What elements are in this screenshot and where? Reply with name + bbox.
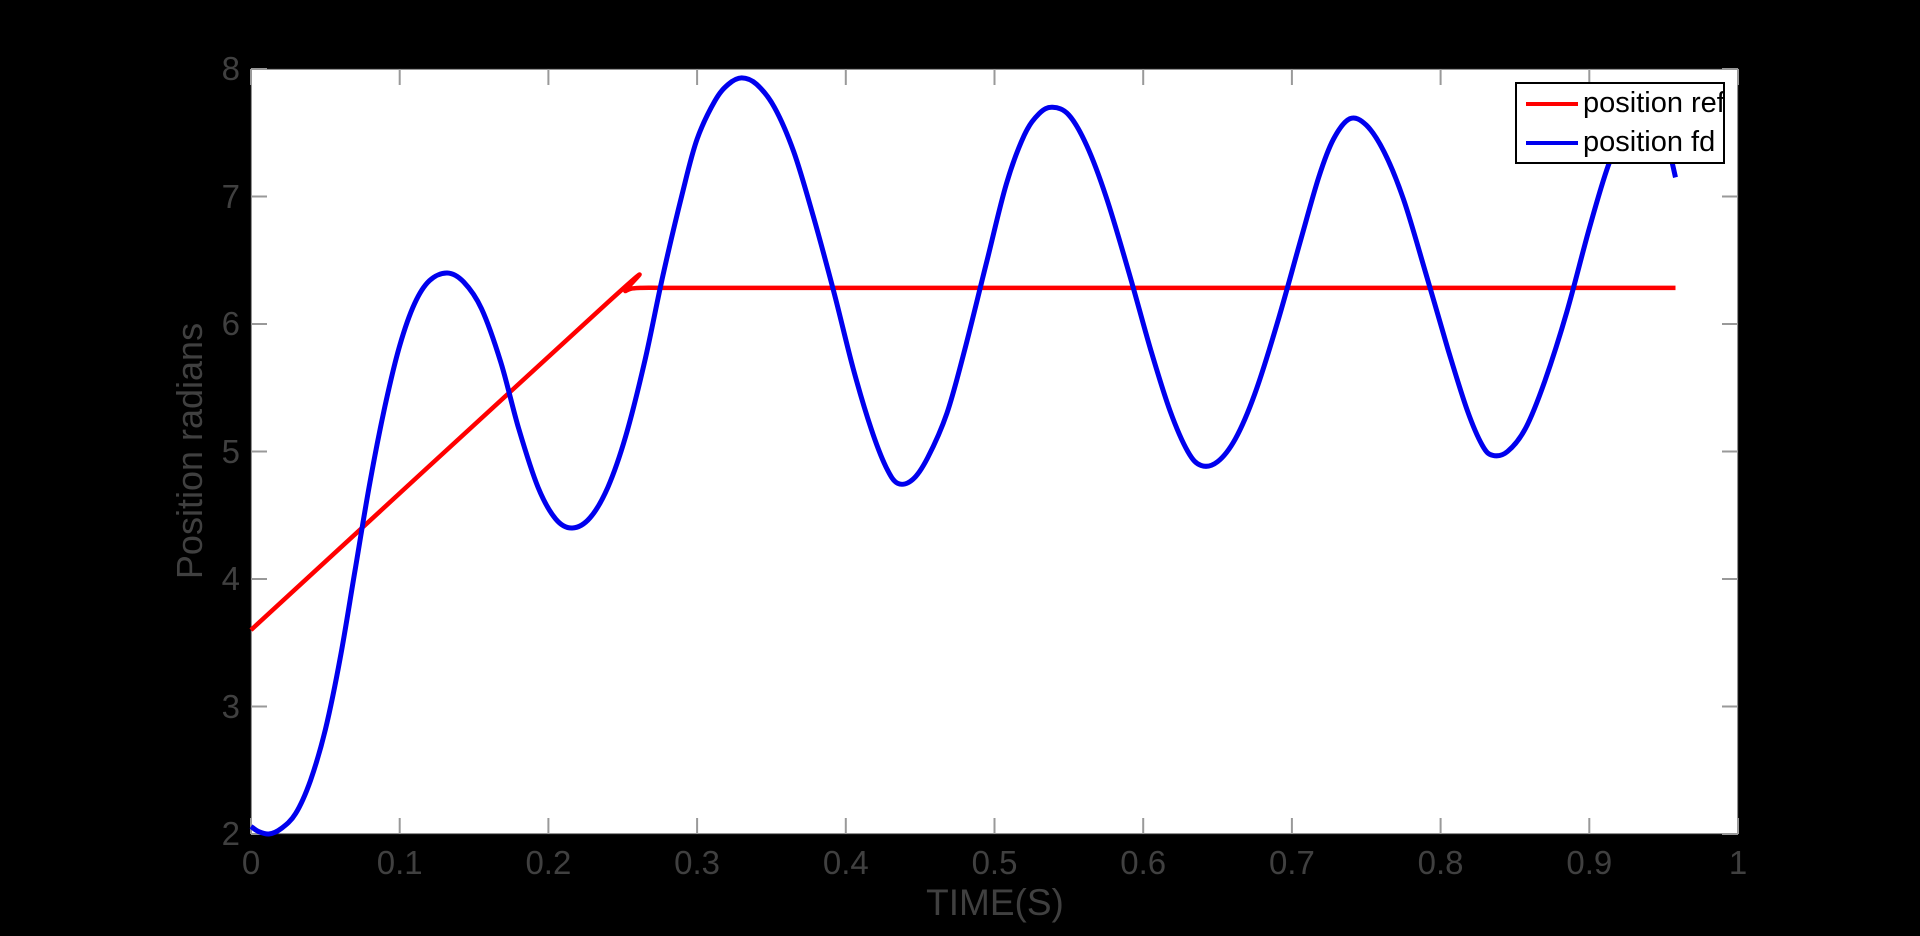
legend-entry: position ref: [1517, 84, 1725, 123]
y-tick-label: 3: [221, 687, 240, 725]
y-tick-label: 6: [221, 305, 240, 342]
x-tick-label: 0.8: [1417, 844, 1464, 881]
x-axis-label: TIME(S): [926, 882, 1064, 923]
y-tick-label: 4: [221, 560, 240, 597]
x-tick-label: 0.3: [674, 844, 721, 881]
x-tick-label: 0.1: [376, 844, 423, 881]
x-tick-label: 0.5: [971, 844, 1018, 881]
legend: position ref position fd: [1515, 82, 1725, 164]
x-tick-label: 0.9: [1566, 844, 1613, 881]
legend-label: position fd: [1583, 126, 1716, 158]
x-tick-label: 0.2: [525, 844, 572, 881]
y-tick-label: 5: [221, 432, 240, 470]
x-tick-label: 0: [241, 844, 261, 881]
y-tick-label: 8: [221, 50, 240, 87]
legend-entry: position fd: [1517, 123, 1723, 162]
x-tick-label: 0.6: [1120, 844, 1167, 881]
y-axis-label: Position radians: [169, 322, 210, 580]
legend-line-position-ref-icon: [1526, 101, 1578, 106]
y-tick-label: 7: [221, 177, 240, 215]
legend-line-position-fd-icon: [1526, 140, 1578, 145]
y-tick-label: 2: [221, 815, 240, 852]
x-tick-label: 1: [1728, 844, 1748, 881]
x-tick-label: 0.4: [822, 844, 869, 881]
plot-area: [251, 69, 1738, 834]
x-tick-label: 0.7: [1268, 844, 1315, 881]
legend-label: position ref: [1583, 87, 1725, 119]
